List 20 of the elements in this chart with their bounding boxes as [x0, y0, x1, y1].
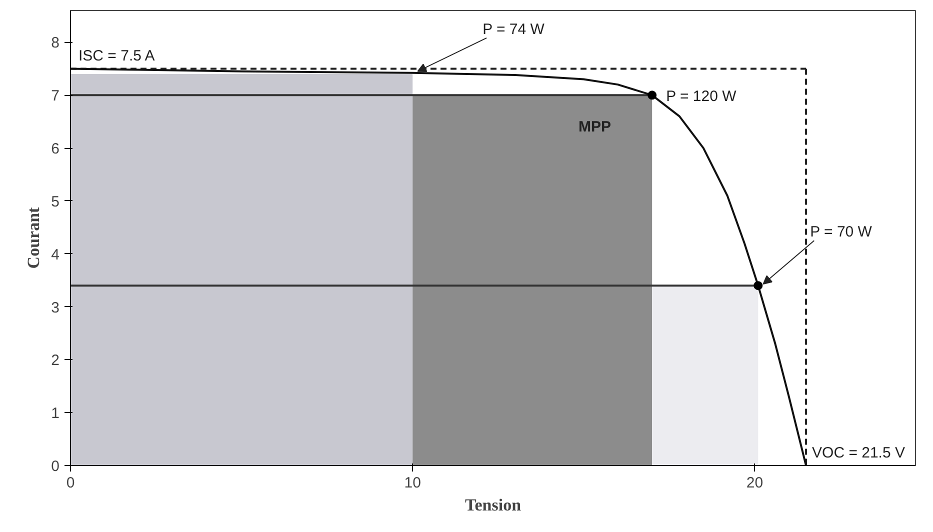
annotation: ISC = 7.5 A	[78, 48, 155, 65]
y-tick-label: 5	[51, 193, 60, 210]
x-tick-label: 10	[404, 474, 421, 492]
y-tick-label: 4	[51, 246, 60, 264]
y-tick-label: 7	[51, 88, 60, 105]
x-axis-title: Tension	[464, 496, 522, 514]
y-tick-label: 8	[51, 34, 60, 52]
y-tick-label: 1	[51, 405, 60, 422]
annotation: P = 74 W	[482, 20, 546, 38]
y-tick-label: 0	[51, 458, 60, 475]
x-tick-label: 20	[746, 474, 764, 492]
annotation: MPP	[578, 118, 612, 136]
x-tick-label: 0	[66, 474, 75, 492]
annotation: P = 120 W	[666, 88, 738, 106]
y-axis-title: Courant	[24, 206, 44, 269]
y-tick-label: 2	[51, 352, 60, 370]
annotation: VOC = 21.5 V	[812, 444, 905, 462]
y-tick-label: 3	[51, 299, 60, 316]
annotation: P = 70 W	[810, 224, 873, 241]
y-tick-label: 6	[51, 140, 60, 158]
